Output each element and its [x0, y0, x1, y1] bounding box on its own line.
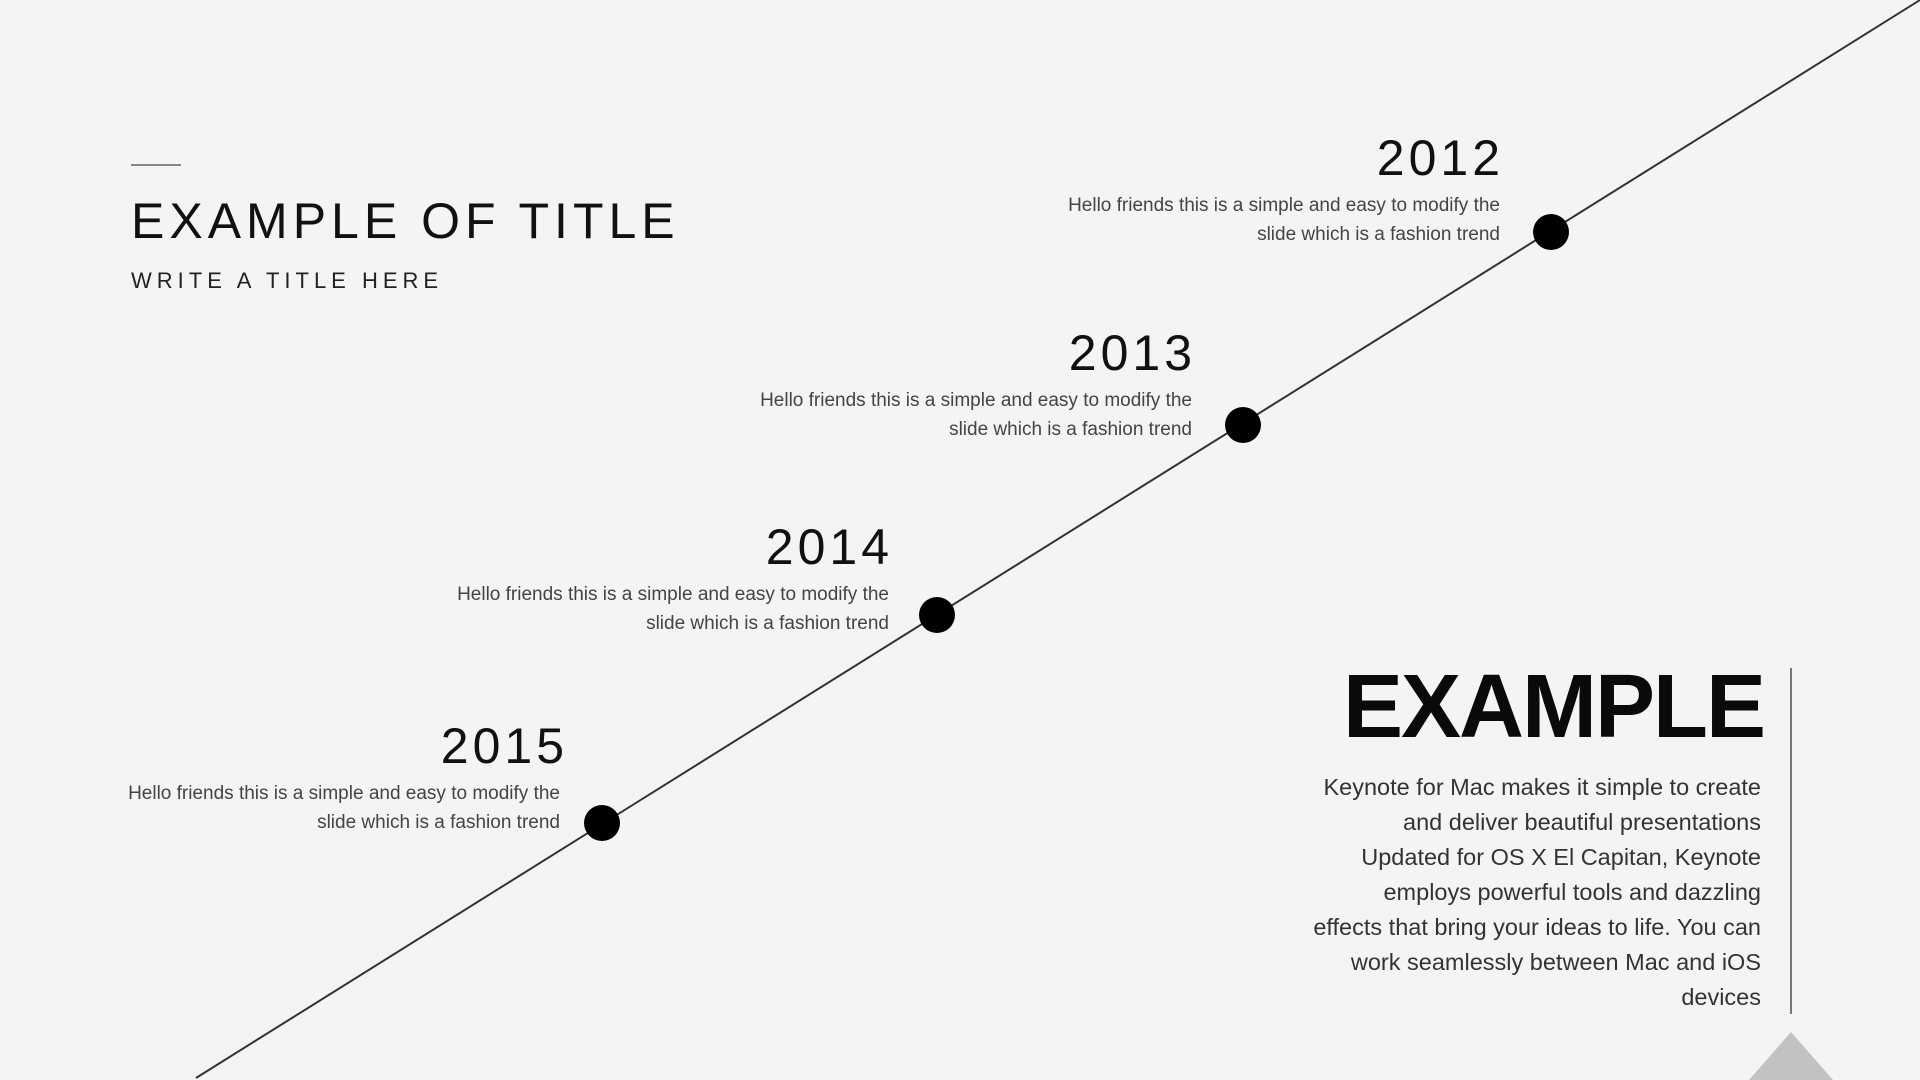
example-body-line: employs powerful tools and dazzling [1383, 879, 1761, 905]
milestone-description-line: Hello friends this is a simple and easy … [457, 584, 889, 605]
milestone-2015: 2015 Hello friends this is a simple and … [128, 721, 564, 837]
milestone-description: Hello friends this is a simple and easy … [457, 580, 889, 638]
example-body-line: Keynote for Mac makes it simple to creat… [1323, 774, 1761, 800]
milestone-description-line: Hello friends this is a simple and easy … [128, 783, 560, 804]
example-block: EXAMPLE Keynote for Mac makes it simple … [1201, 657, 1766, 1015]
milestone-description-line: slide which is a fashion trend [317, 812, 560, 833]
milestone-year: 2014 [765, 519, 893, 575]
milestone-dot [584, 805, 620, 841]
example-body: Keynote for Mac makes it simple to creat… [1201, 770, 1761, 1015]
milestone-2013: 2013 Hello friends this is a simple and … [760, 328, 1192, 444]
milestone-description: Hello friends this is a simple and easy … [128, 779, 560, 837]
milestone-dot [1225, 407, 1261, 443]
milestone-description-line: slide which is a fashion trend [1257, 224, 1500, 245]
milestone-description-line: slide which is a fashion trend [949, 419, 1192, 440]
example-body-line: Updated for OS X El Capitan, Keynote [1361, 844, 1761, 870]
milestone-year: 2013 [1068, 325, 1196, 381]
example-body-line: and deliver beautiful presentations [1403, 809, 1761, 835]
triangle-icon [1749, 1032, 1833, 1080]
milestone-dot [919, 597, 955, 633]
vertical-rule [1790, 668, 1792, 1014]
example-body-line: devices [1681, 984, 1761, 1010]
page-title: EXAMPLE OF TITLE [131, 193, 680, 249]
milestone-2014: 2014 Hello friends this is a simple and … [457, 522, 889, 638]
milestone-year: 2012 [1376, 130, 1504, 186]
example-body-line: work seamlessly between Mac and iOS [1350, 949, 1761, 975]
accent-rule [131, 164, 181, 166]
milestone-2012: 2012 Hello friends this is a simple and … [1068, 133, 1500, 249]
milestone-description: Hello friends this is a simple and easy … [760, 386, 1192, 444]
milestone-description-line: Hello friends this is a simple and easy … [1068, 195, 1500, 216]
milestone-dot [1533, 214, 1569, 250]
milestone-description-line: Hello friends this is a simple and easy … [760, 390, 1192, 411]
example-body-line: effects that bring your ideas to life. Y… [1313, 914, 1761, 940]
page-subtitle: WRITE A TITLE HERE [131, 268, 444, 293]
milestone-year: 2015 [440, 718, 568, 774]
example-heading: EXAMPLE [1342, 657, 1766, 757]
milestone-description-line: slide which is a fashion trend [646, 613, 889, 634]
milestone-description: Hello friends this is a simple and easy … [1068, 191, 1500, 249]
diagonal-line [195, 0, 1920, 1079]
